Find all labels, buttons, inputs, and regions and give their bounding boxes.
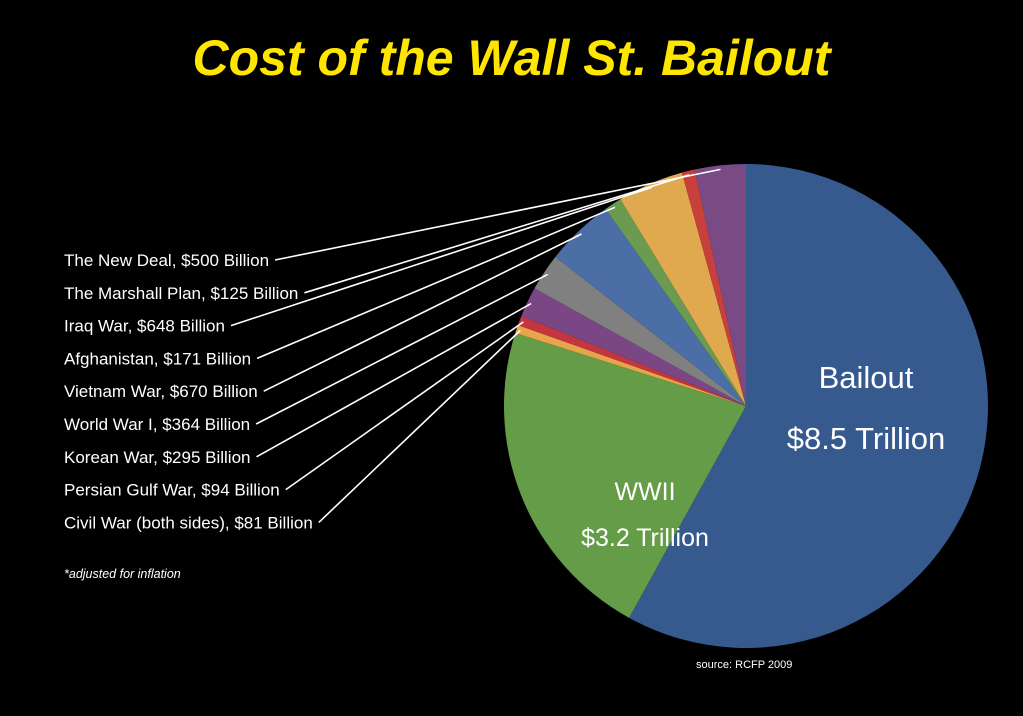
leader-line-the-new-deal — [274, 168, 721, 261]
slice-label-wwii: WWII — [614, 478, 675, 506]
leader-line-world-war-i — [255, 273, 549, 425]
legend-label-the-new-deal: The New Deal, $500 Billion — [64, 251, 269, 270]
legend-label-vietnam-war: Vietnam War, $670 Billion — [64, 382, 258, 401]
slice-iraq-war — [620, 172, 746, 406]
slice-world-war-i — [534, 256, 746, 406]
slice-label-bailout: Bailout — [819, 360, 914, 395]
legend: The New Deal, $500 Billion The Marshall P… — [64, 251, 313, 532]
legend-label-persian-gulf-war: Persian Gulf War, $94 Billion — [64, 481, 280, 500]
slice-persian-gulf-war — [517, 315, 746, 406]
slice-vietnam-war — [555, 208, 746, 406]
slice-value-wwii: $3.2 Trillion — [581, 524, 709, 552]
leader-line-afghanistan — [256, 206, 616, 360]
legend-label-the-marshall-plan: The Marshall Plan, $125 Billion — [64, 284, 298, 303]
slice-wwii — [503, 333, 746, 618]
slice-value-bailout: $8.5 Trillion — [787, 421, 946, 456]
chart-title: Cost of the Wall St. Bailout — [192, 30, 831, 86]
slice-the-new-deal — [694, 163, 746, 406]
leader-line-korean-war — [256, 302, 532, 458]
leader-lines — [230, 168, 721, 523]
inflation-note: *adjusted for inflation — [64, 567, 181, 581]
slice-labels: Bailout $8.5 Trillion WWII $3.2 Trillion — [581, 360, 945, 552]
legend-label-civil-war: Civil War (both sides), $81 Billion — [64, 513, 313, 532]
legend-label-afghanistan: Afghanistan, $171 Billion — [64, 349, 251, 368]
leader-line-vietnam-war — [263, 233, 582, 392]
slice-bailout — [629, 164, 988, 648]
legend-label-world-war-i: World War I, $364 Billion — [64, 415, 250, 434]
leader-line-the-marshall-plan — [304, 174, 690, 294]
slice-civil-war — [515, 325, 746, 406]
pie-slices — [503, 163, 988, 648]
leader-line-persian-gulf-war — [285, 321, 524, 491]
slice-the-marshall-plan — [681, 169, 746, 406]
leader-line-civil-war — [318, 329, 521, 523]
leader-line-iraq-war — [230, 186, 653, 327]
source-note: source: RCFP 2009 — [696, 659, 792, 671]
legend-label-korean-war: Korean War, $295 Billion — [64, 448, 250, 467]
slice-korean-war — [521, 288, 746, 406]
slice-afghanistan — [605, 199, 746, 406]
legend-label-iraq-war: Iraq War, $648 Billion — [64, 317, 225, 336]
